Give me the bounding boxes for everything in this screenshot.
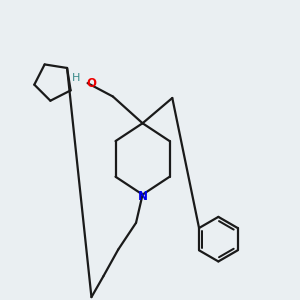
Text: O: O bbox=[86, 76, 96, 90]
Text: H: H bbox=[72, 73, 80, 83]
Text: N: N bbox=[138, 190, 148, 203]
